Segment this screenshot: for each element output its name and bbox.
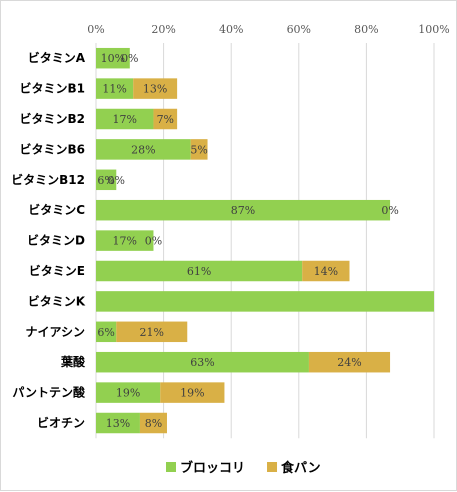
- bar-segment: [139, 412, 167, 434]
- data-label: 17%: [113, 235, 137, 248]
- category-label: ビタミンB2: [20, 111, 86, 126]
- category-label: ビオチン: [37, 415, 85, 430]
- legend-label: 食パン: [281, 460, 321, 476]
- data-label: 13%: [106, 417, 130, 430]
- category-label: ビタミンK: [28, 293, 86, 308]
- x-tick-label: 20%: [151, 23, 175, 36]
- bar-segment: [153, 108, 178, 130]
- bar-segment: [133, 78, 178, 99]
- data-label: 19%: [180, 387, 204, 400]
- data-label: 13%: [143, 83, 167, 96]
- data-label: 0%: [381, 204, 398, 217]
- data-label: 63%: [190, 356, 214, 369]
- bar-segment: [160, 382, 225, 403]
- category-label: ビタミンE: [29, 263, 85, 278]
- bar-segment: [302, 260, 350, 282]
- x-tick-label: 0%: [87, 23, 104, 36]
- bar-segment: [96, 291, 434, 312]
- data-label: 17%: [113, 113, 137, 126]
- data-label: 6%: [97, 326, 114, 339]
- bar-segment: [96, 260, 303, 282]
- category-label: パントテン酸: [12, 385, 86, 400]
- data-label: 10%: [101, 52, 125, 65]
- bar-segment: [96, 108, 154, 130]
- bar-segment: [96, 230, 154, 251]
- legend: ブロッコリ 食パン: [166, 460, 321, 476]
- bar-segment: [96, 169, 117, 191]
- legend-label: ブロッコリ: [180, 460, 245, 476]
- data-label: 11%: [102, 83, 126, 96]
- category-label: ナイアシン: [25, 325, 85, 339]
- data-label: 5%: [190, 143, 207, 156]
- bar-segment: [96, 47, 130, 69]
- category-label: ビタミンC: [28, 202, 85, 217]
- bar-segment: [308, 351, 391, 373]
- category-label: ビタミンB12: [11, 172, 85, 187]
- legend-swatch: [267, 462, 278, 472]
- legend-swatch: [166, 462, 176, 472]
- data-label: 14%: [314, 265, 338, 278]
- data-label: 0%: [108, 174, 125, 187]
- bar-segment: [190, 139, 208, 160]
- bar-segment: [96, 78, 134, 99]
- data-label: 28%: [131, 143, 155, 156]
- data-label: 8%: [145, 417, 162, 430]
- x-tick-label: 60%: [287, 23, 311, 36]
- category-label: ビタミンD: [27, 233, 85, 248]
- data-label: 87%: [231, 204, 255, 217]
- data-label: 24%: [337, 356, 361, 369]
- category-label: ビタミンB6: [20, 141, 86, 156]
- category-label: ビタミンA: [28, 50, 86, 65]
- category-labels: ビタミンA ビタミンB1 ビタミンB2 ビタミンB6 ビタミンB12 ビタミンC ビタミンD…: [11, 50, 86, 430]
- bars: [96, 47, 434, 434]
- bar-segment: [96, 321, 117, 343]
- x-tick-label: 80%: [354, 23, 378, 36]
- bar-segment: [96, 139, 191, 160]
- x-axis-tick-labels: 0% 20% 40% 60% 80% 100%: [87, 23, 449, 36]
- data-label: 7%: [157, 113, 174, 126]
- data-label: 61%: [187, 265, 211, 278]
- data-label: 0%: [121, 52, 138, 65]
- x-tick-label: 40%: [219, 23, 243, 36]
- data-label: 21%: [140, 326, 164, 339]
- bar-segment: [96, 351, 309, 373]
- category-label: 葉酸: [60, 354, 86, 369]
- category-label: ビタミンB1: [20, 81, 86, 96]
- bar-segment: [96, 382, 161, 403]
- data-label: 6%: [97, 174, 114, 187]
- bar-segment: [116, 321, 188, 343]
- data-label: 19%: [116, 387, 140, 400]
- data-labels: 10%0%11% 13%17% 7%28% 5%6%0%87% 0%17% 0%61% 14…: [97, 52, 398, 430]
- data-label: 0%: [145, 235, 162, 248]
- bar-segment: [96, 199, 391, 221]
- bar-segment: [96, 412, 140, 434]
- x-tick-label: 100%: [418, 23, 449, 36]
